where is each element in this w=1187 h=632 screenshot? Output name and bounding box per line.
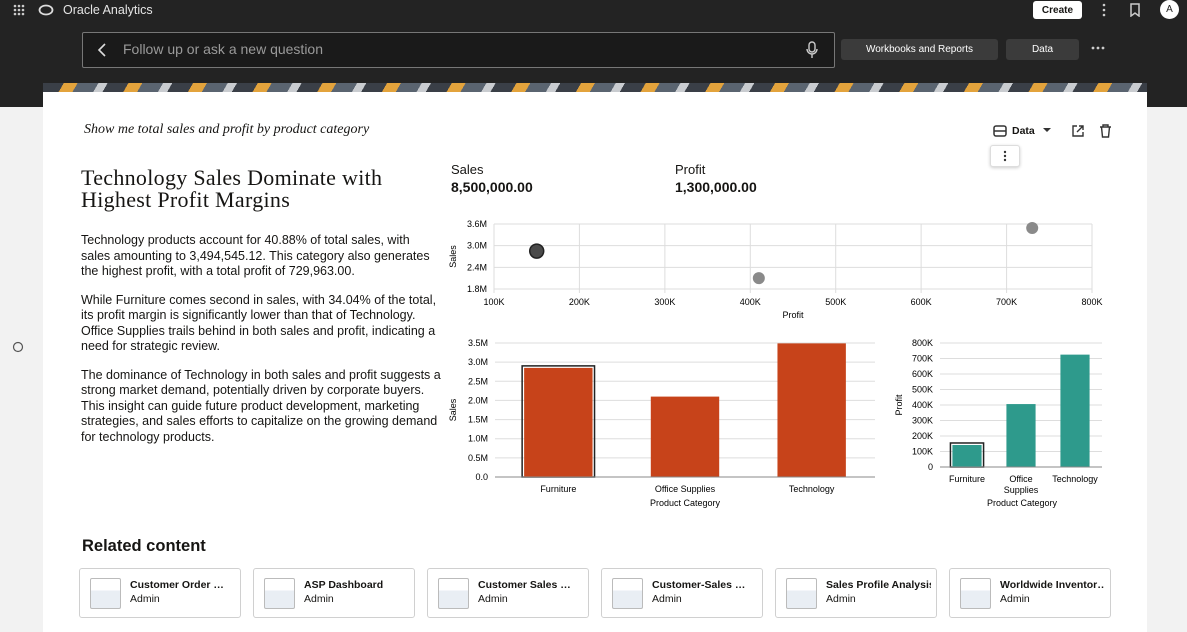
thumbnail [960,578,991,609]
data-button[interactable]: Data [1006,39,1079,60]
apps-icon[interactable] [12,3,26,17]
search-placeholder: Follow up or ask a new question [123,41,323,57]
item-owner: Admin [130,593,160,605]
item-title: Customer-Sales … [652,579,746,591]
item-owner: Admin [478,593,508,605]
item-title: Worldwide Inventor… [1000,579,1105,591]
create-button[interactable]: Create [1033,1,1082,19]
related-item[interactable]: Customer Order … Admin [79,568,241,618]
avatar[interactable]: A [1160,0,1179,19]
data-icon [993,125,1007,137]
item-title: Sales Profile Analysis [826,579,931,591]
insight-paragraph: Technology products account for 40.88% o… [81,233,430,278]
menu-dots [1003,150,1007,162]
app-name: Oracle Analytics [63,3,153,17]
caret[interactable] [1042,127,1052,133]
logo [38,4,54,16]
delete-icon[interactable] [1099,124,1112,138]
overflow-icon[interactable] [1090,42,1106,54]
related-heading: Related content [82,537,206,555]
workbooks-button[interactable]: Workbooks and Reports [841,39,998,60]
thumbnail [264,578,295,609]
bookmark-icon[interactable] [1129,3,1141,17]
thumbnail [90,578,121,609]
insight-body: Technology products account for 40.88% o… [81,233,441,458]
side-handle[interactable] [12,341,24,353]
item-title: Customer Sales … [478,579,571,591]
related-item[interactable]: Customer-Sales … Admin [601,568,763,618]
related-item[interactable]: Customer Sales … Admin [427,568,589,618]
more-icon[interactable] [1098,3,1110,17]
insight-title: Technology Sales Dominate with Highest P… [81,165,383,212]
kpi-value: 8,500,000.00 [451,179,533,195]
kpi-value: 1,300,000.00 [675,179,757,195]
kpi-label: Profit [675,162,706,177]
item-owner: Admin [826,593,856,605]
insight-paragraph: The dominance of Technology in both sale… [81,367,441,444]
related-item[interactable]: Sales Profile Analysis Admin [775,568,937,618]
mic-icon[interactable] [805,41,819,59]
item-owner: Admin [304,593,334,605]
related-item[interactable]: Worldwide Inventor… Admin [949,568,1111,618]
item-owner: Admin [1000,593,1030,605]
thumbnail [786,578,817,609]
item-title: Customer Order … [130,579,224,591]
back-icon[interactable] [96,42,108,58]
chart-menu[interactable] [990,145,1020,167]
thumbnail [612,578,643,609]
item-title: ASP Dashboard [304,579,384,591]
related-item[interactable]: ASP Dashboard Admin [253,568,415,618]
open-icon[interactable] [1071,124,1085,138]
query-text: Show me total sales and profit by produc… [84,122,370,137]
insight-paragraph: While Furniture comes second in sales, w… [81,292,437,354]
item-owner: Admin [652,593,682,605]
data-menu[interactable]: Data [1012,125,1035,137]
search-box[interactable] [82,32,835,68]
thumbnail [438,578,469,609]
kpi-label: Sales [451,162,484,177]
